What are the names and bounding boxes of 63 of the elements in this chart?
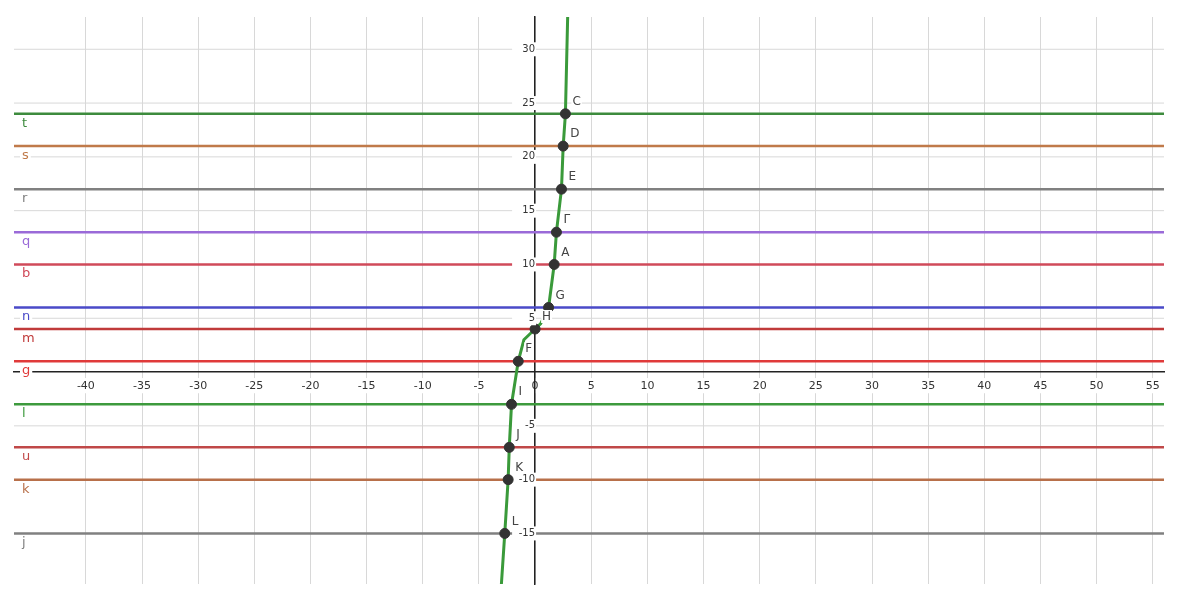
- point: [503, 441, 515, 453]
- x-tick-label: 5: [587, 378, 595, 392]
- x-tick-label: -40: [76, 378, 95, 392]
- annotation: C: [572, 93, 581, 108]
- ref-line-label: t: [22, 114, 28, 130]
- y-tick-label: 20: [522, 150, 536, 162]
- annotation: A: [561, 244, 571, 259]
- x-tick-label: 10: [640, 378, 655, 392]
- ref-line-label: r: [22, 190, 28, 206]
- annotation: D: [570, 126, 580, 141]
- x-tick-label: 45: [1033, 378, 1048, 392]
- annotation: H: [542, 309, 552, 324]
- y-tick-label: -10: [518, 473, 536, 485]
- y-tick-label: -15: [518, 527, 536, 539]
- x-tick-label: -35: [133, 378, 152, 392]
- x-tick-label: -5: [473, 378, 485, 392]
- ref-line-label: u: [22, 448, 31, 464]
- x-tick-label: 55: [1145, 378, 1160, 392]
- y-tick-label: 10: [522, 258, 536, 270]
- point: [499, 527, 511, 539]
- x-tick-label: 25: [808, 378, 823, 392]
- annotation: J: [515, 427, 520, 442]
- point: [555, 183, 567, 195]
- x-tick-label: 35: [921, 378, 936, 392]
- ref-line-label: k: [22, 480, 30, 496]
- annotation: L: [511, 513, 519, 528]
- ref-line-label: q: [22, 233, 31, 249]
- x-tick-label: -30: [189, 378, 208, 392]
- point: [529, 323, 541, 335]
- point: [550, 226, 562, 238]
- annotation: F: [525, 341, 533, 356]
- y-tick-label: 25: [522, 96, 536, 108]
- point: [548, 258, 560, 270]
- x-tick-label: 50: [1089, 378, 1104, 392]
- x-tick-label: -10: [413, 378, 432, 392]
- annotation: E: [568, 169, 577, 184]
- annotation: G: [555, 287, 565, 302]
- point: [557, 140, 569, 152]
- ref-line-label: n: [22, 308, 31, 324]
- ref-line-label: b: [22, 265, 31, 281]
- ref-line-label: m: [22, 329, 35, 345]
- annotation: K: [515, 459, 525, 474]
- x-tick-label: 15: [696, 378, 711, 392]
- ref-line-label: g: [22, 362, 31, 378]
- point: [506, 398, 518, 410]
- x-tick-label: 20: [752, 378, 767, 392]
- y-tick-label: 30: [522, 42, 536, 54]
- ref-line-label: l: [22, 405, 26, 421]
- annotation: I: [518, 384, 523, 399]
- annotation: Γ: [563, 212, 571, 227]
- point: [502, 474, 514, 486]
- ref-line-label: j: [21, 534, 26, 550]
- x-tick-label: -20: [301, 378, 320, 392]
- ref-line-label: s: [22, 146, 29, 162]
- y-tick-label: 15: [522, 204, 536, 216]
- y-tick-label: -5: [525, 419, 536, 431]
- point: [512, 355, 524, 367]
- y-tick-label: 5: [528, 311, 536, 323]
- x-tick-label: -25: [245, 378, 264, 392]
- x-tick-label: 30: [865, 378, 880, 392]
- point: [559, 108, 571, 120]
- x-tick-label: 40: [977, 378, 992, 392]
- x-tick-label: -15: [357, 378, 376, 392]
